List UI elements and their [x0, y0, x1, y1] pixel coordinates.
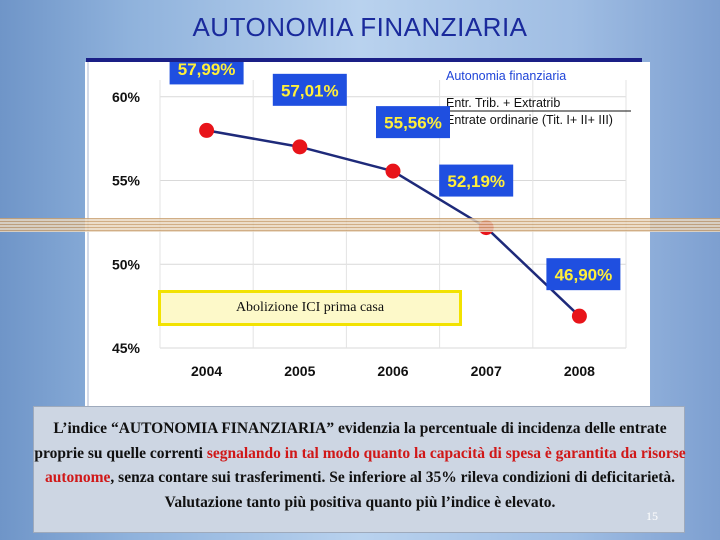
data-label: 52,19%: [447, 172, 505, 191]
x-tick-label: 2005: [284, 363, 315, 379]
data-label-box: [169, 62, 244, 85]
y-tick-label: 60%: [112, 89, 141, 105]
page-number: 15: [646, 509, 658, 523]
chart-subtitle-denominator: Entrate ordinarie (Tit. I+ II+ III): [446, 113, 613, 127]
x-tick-label: 2006: [377, 363, 408, 379]
description-text: L’indice “AUTONOMIA FINANZIARIA” evidenz…: [34, 417, 686, 515]
data-label-box: [272, 73, 347, 106]
description-box: L’indice “AUTONOMIA FINANZIARIA” evidenz…: [33, 406, 686, 533]
chart-card: Autonomia finanziaria Entr. Trib. + Extr…: [90, 62, 650, 407]
slide-title: AUTONOMIA FINANZIARIA: [192, 12, 528, 42]
data-label: 55,56%: [384, 114, 442, 133]
data-label: 46,90%: [555, 266, 613, 285]
title-underline: [86, 58, 642, 62]
x-tick-label: 2007: [471, 363, 502, 379]
chart-title: Autonomia finanziaria: [446, 69, 566, 83]
chart-subtitle-numerator: Entr. Trib. + Extratrib: [446, 96, 560, 110]
data-point-marker: [292, 139, 308, 155]
data-point-marker: [571, 308, 587, 324]
data-label-box: [376, 106, 450, 139]
data-point-marker: [385, 163, 401, 179]
data-label: 57,01%: [281, 81, 339, 100]
y-tick-label: 55%: [112, 173, 141, 189]
abolition-annotation-box: Abolizione ICI prima casa: [158, 290, 462, 326]
description-part1: L’indice “AUTONOMIA FINANZIARIA” evidenz…: [34, 420, 667, 462]
data-label: 57,99%: [178, 62, 236, 79]
description-part3: , senza contare sui trasferimenti. Se in…: [110, 469, 676, 511]
description-highlight: segnalando in tal modo quanto la capacit…: [44, 444, 686, 487]
data-point-marker: [199, 122, 215, 138]
data-label-box: [546, 258, 621, 291]
x-tick-label: 2004: [191, 363, 222, 379]
decorative-horizontal-stripes: [0, 218, 720, 232]
y-tick-label: 50%: [112, 256, 141, 272]
line-chart: Autonomia finanziaria Entr. Trib. + Extr…: [112, 62, 631, 379]
y-tick-label: 45%: [112, 340, 141, 356]
x-tick-label: 2008: [564, 363, 595, 379]
data-label-box: [439, 164, 514, 197]
